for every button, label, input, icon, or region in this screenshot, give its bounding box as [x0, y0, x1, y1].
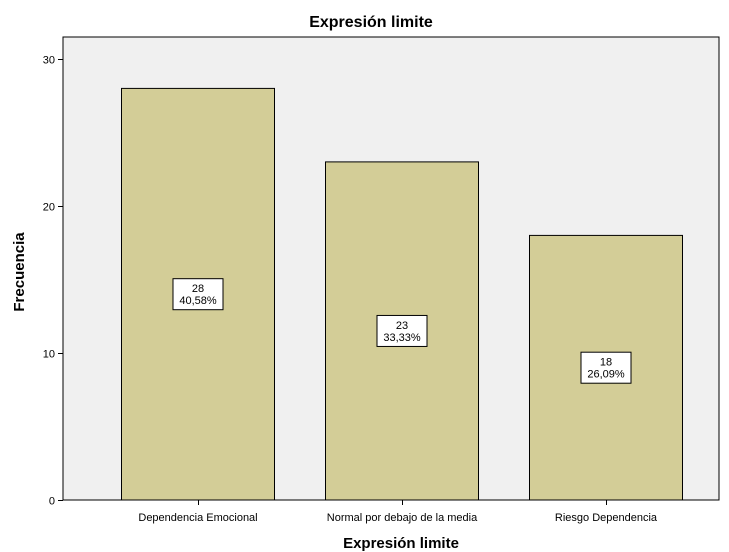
- chart-title: Expresión limite: [309, 14, 433, 31]
- data-label-percent: 33,33%: [383, 332, 421, 344]
- data-label-count: 23: [396, 320, 408, 332]
- y-tick-label: 0: [49, 496, 55, 508]
- x-tick-label: Dependencia Emocional: [138, 512, 257, 524]
- y-tick-label: 20: [43, 202, 55, 214]
- data-label-box: [580, 351, 632, 384]
- x-tick-label: Riesgo Dependencia: [555, 512, 658, 524]
- data-label-percent: 40,58%: [179, 295, 217, 307]
- y-tick-label: 10: [43, 349, 55, 361]
- data-label-box: [376, 314, 428, 347]
- x-axis-title: Expresión limite: [343, 535, 459, 552]
- y-axis: 0 10 20 30: [43, 55, 63, 508]
- y-tick-label: 30: [43, 55, 55, 67]
- y-axis-title: Frecuencia: [11, 232, 28, 312]
- data-label-percent: 26,09%: [587, 369, 625, 381]
- x-axis: Dependencia Emocional Normal por debajo d…: [138, 500, 658, 524]
- x-tick-label: Normal por debajo de la media: [327, 512, 478, 524]
- data-label-count: 18: [600, 357, 612, 369]
- data-label-count: 28: [192, 283, 204, 295]
- data-label-box: [172, 278, 224, 311]
